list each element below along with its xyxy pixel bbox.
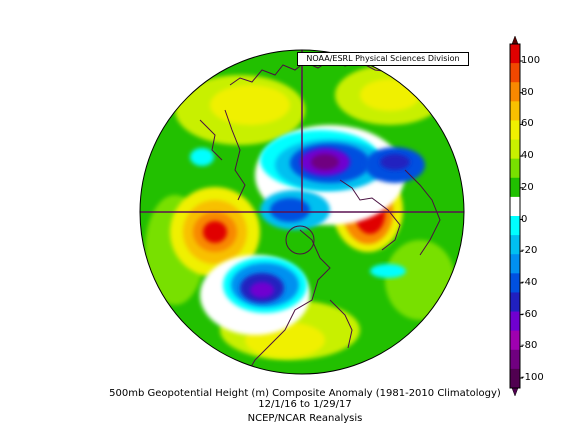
- anomaly-field: [140, 50, 464, 374]
- colorbar-segment: [510, 235, 520, 255]
- colorbar-top-arrow: [511, 35, 519, 45]
- colorbar-tick-label: 0: [521, 213, 528, 225]
- colorbar-segment: [510, 120, 520, 141]
- colorbar-segment: [510, 311, 520, 332]
- colorbar-tick-label: -20: [521, 245, 538, 257]
- colorbar-segment: [510, 63, 520, 83]
- colorbar-tick-label: 20: [521, 181, 534, 193]
- colorbar-segment: [510, 273, 520, 293]
- colorbar-outline: [509, 43, 521, 389]
- caption-source: NCEP/NCAR Reanalysis: [247, 413, 363, 424]
- colorbar-segment: [510, 44, 520, 64]
- colorbar-tick-label: 60: [521, 118, 534, 130]
- colorbar-segment: [510, 158, 520, 179]
- colorbar-tick-label: -80: [521, 340, 538, 352]
- colorbar-tick-label: -60: [521, 308, 538, 320]
- colorbar-tick-label: 100: [521, 55, 541, 66]
- colorbar-segment: [510, 139, 520, 160]
- colorbar-tick-label: 80: [521, 86, 534, 98]
- map-border: [139, 49, 465, 375]
- colorbar: [509, 35, 523, 397]
- credit-label: NOAA/ESRL Physical Sciences Division: [297, 52, 469, 66]
- colorbar-segment: [510, 196, 520, 217]
- colorbar-segment: [510, 330, 520, 351]
- colorbar-segment: [510, 349, 520, 370]
- colorbar-segment: [510, 292, 520, 313]
- colorbar-segment: [510, 254, 520, 274]
- colorbar-segment: [510, 368, 520, 389]
- colorbar-tick-label: -100: [521, 372, 544, 383]
- caption-dates: 12/1/16 to 1/29/17: [258, 399, 352, 410]
- coastlines: [199, 59, 441, 373]
- colorbar-segment: [510, 101, 520, 121]
- colorbar-segment: [510, 216, 520, 236]
- colorbar-tick-label: 40: [521, 150, 534, 162]
- colorbar-tick-label: -40: [521, 276, 538, 288]
- caption-title: 500mb Geopotential Height (m) Composite …: [109, 388, 501, 399]
- colorbar-segment: [510, 82, 520, 102]
- colorbar-segment: [510, 177, 520, 198]
